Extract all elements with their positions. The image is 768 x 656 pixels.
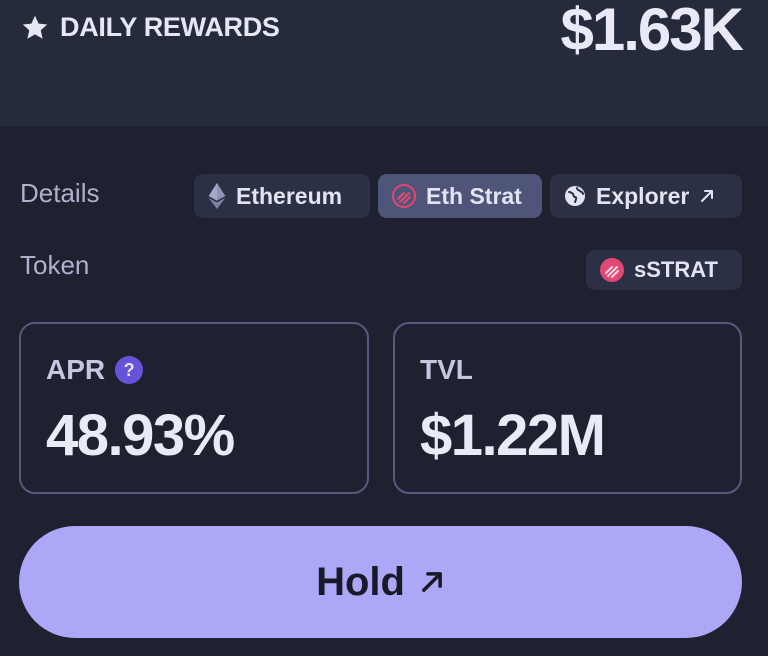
rewards-title: DAILY REWARDS [20,12,280,43]
chip-token-sstrat[interactable]: sSTRAT [586,250,742,290]
strat-logo-icon [392,184,416,208]
details-label: Details [20,178,100,208]
chip-eth-strat-label: Eth Strat [426,182,522,209]
hold-button[interactable]: Hold [19,526,742,638]
apr-card: APR ? 48.93% [19,322,369,494]
token-label: Token [20,250,90,280]
apr-label: APR ? [46,354,144,386]
ethereum-icon [208,183,226,209]
star-icon [20,13,50,43]
rewards-header: DAILY REWARDS $1.63K [0,0,768,126]
chip-explorer-label: Explorer [596,182,690,209]
chip-token-sstrat-label: sSTRAT [634,257,718,282]
tvl-label: TVL [420,354,473,386]
external-arrow-icon [419,560,445,605]
tvl-value: $1.22M [420,403,606,468]
external-arrow-icon [699,188,715,204]
hold-button-label: Hold [316,559,405,604]
apr-label-text: APR [46,354,106,385]
tvl-card: TVL $1.22M [393,322,742,494]
question-icon[interactable]: ? [115,356,144,384]
rewards-value: $1.63K [560,0,744,63]
globe-icon [564,185,586,207]
chip-ethereum[interactable]: Ethereum [194,174,370,218]
chip-ethereum-label: Ethereum [236,182,343,209]
apr-value: 48.93% [46,403,235,468]
strat-logo-icon [600,258,624,282]
rewards-label-text: DAILY REWARDS [60,12,280,42]
tvl-label-text: TVL [420,354,473,385]
chip-eth-strat[interactable]: Eth Strat [378,174,542,218]
chip-explorer[interactable]: Explorer [550,174,742,218]
